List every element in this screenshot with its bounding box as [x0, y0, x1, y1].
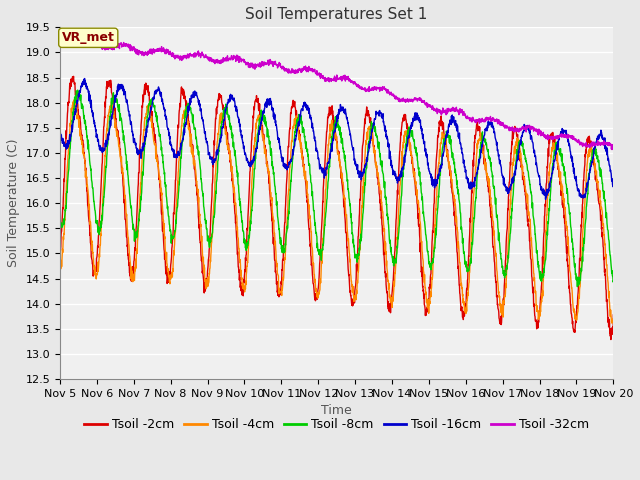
Line: Tsoil -16cm: Tsoil -16cm — [60, 79, 613, 199]
Tsoil -32cm — [593, 140, 601, 146]
Line: Tsoil -4cm: Tsoil -4cm — [60, 100, 613, 323]
Tsoil -4cm — [593, 177, 601, 183]
Tsoil -2cm — [594, 187, 602, 192]
Title: Soil Temperatures Set 1: Soil Temperatures Set 1 — [246, 7, 428, 22]
Tsoil -8cm — [609, 278, 617, 284]
Tsoil -2cm — [492, 278, 500, 284]
Tsoil -2cm — [56, 253, 64, 259]
Tsoil -2cm — [311, 295, 319, 300]
Tsoil -4cm — [311, 280, 319, 286]
Tsoil -16cm — [311, 134, 319, 140]
Tsoil -4cm — [71, 97, 79, 103]
Tsoil -16cm — [609, 183, 617, 189]
X-axis label: Time: Time — [321, 405, 352, 418]
Tsoil -8cm — [492, 205, 500, 211]
Tsoil -4cm — [492, 251, 500, 256]
Tsoil -8cm — [311, 217, 319, 223]
Tsoil -8cm — [594, 156, 602, 162]
Tsoil -32cm — [326, 79, 333, 84]
Tsoil -4cm — [84, 193, 92, 199]
Tsoil -8cm — [74, 87, 81, 93]
Tsoil -4cm — [608, 320, 616, 326]
Tsoil -8cm — [56, 215, 64, 221]
Line: Tsoil -8cm: Tsoil -8cm — [60, 90, 613, 287]
Tsoil -4cm — [56, 270, 64, 276]
Text: VR_met: VR_met — [62, 31, 115, 44]
Tsoil -2cm — [607, 336, 614, 342]
Tsoil -2cm — [593, 187, 601, 193]
Tsoil -2cm — [609, 312, 617, 318]
Tsoil -32cm — [608, 147, 616, 153]
Tsoil -32cm — [84, 36, 92, 42]
Tsoil -16cm — [81, 76, 88, 82]
Legend: Tsoil -2cm, Tsoil -4cm, Tsoil -8cm, Tsoil -16cm, Tsoil -32cm: Tsoil -2cm, Tsoil -4cm, Tsoil -8cm, Tsoi… — [79, 413, 594, 436]
Tsoil -16cm — [594, 133, 602, 139]
Tsoil -2cm — [326, 104, 333, 110]
Tsoil -8cm — [326, 163, 333, 168]
Tsoil -16cm — [326, 156, 333, 161]
Tsoil -4cm — [609, 316, 617, 322]
Tsoil -32cm — [84, 34, 92, 39]
Tsoil -8cm — [594, 153, 602, 159]
Tsoil -2cm — [84, 213, 92, 218]
Line: Tsoil -32cm: Tsoil -32cm — [60, 36, 613, 150]
Tsoil -32cm — [311, 66, 319, 72]
Tsoil -8cm — [84, 141, 92, 147]
Tsoil -32cm — [492, 118, 500, 123]
Tsoil -2cm — [70, 73, 77, 79]
Tsoil -4cm — [326, 133, 333, 139]
Line: Tsoil -2cm: Tsoil -2cm — [60, 76, 613, 339]
Tsoil -8cm — [573, 284, 581, 289]
Tsoil -16cm — [541, 196, 549, 202]
Tsoil -16cm — [84, 90, 92, 96]
Y-axis label: Soil Temperature (C): Soil Temperature (C) — [7, 139, 20, 267]
Tsoil -32cm — [609, 144, 617, 150]
Tsoil -32cm — [56, 36, 64, 41]
Tsoil -16cm — [56, 127, 64, 133]
Tsoil -16cm — [594, 133, 602, 139]
Tsoil -4cm — [594, 180, 602, 185]
Tsoil -32cm — [594, 138, 602, 144]
Tsoil -16cm — [492, 138, 500, 144]
